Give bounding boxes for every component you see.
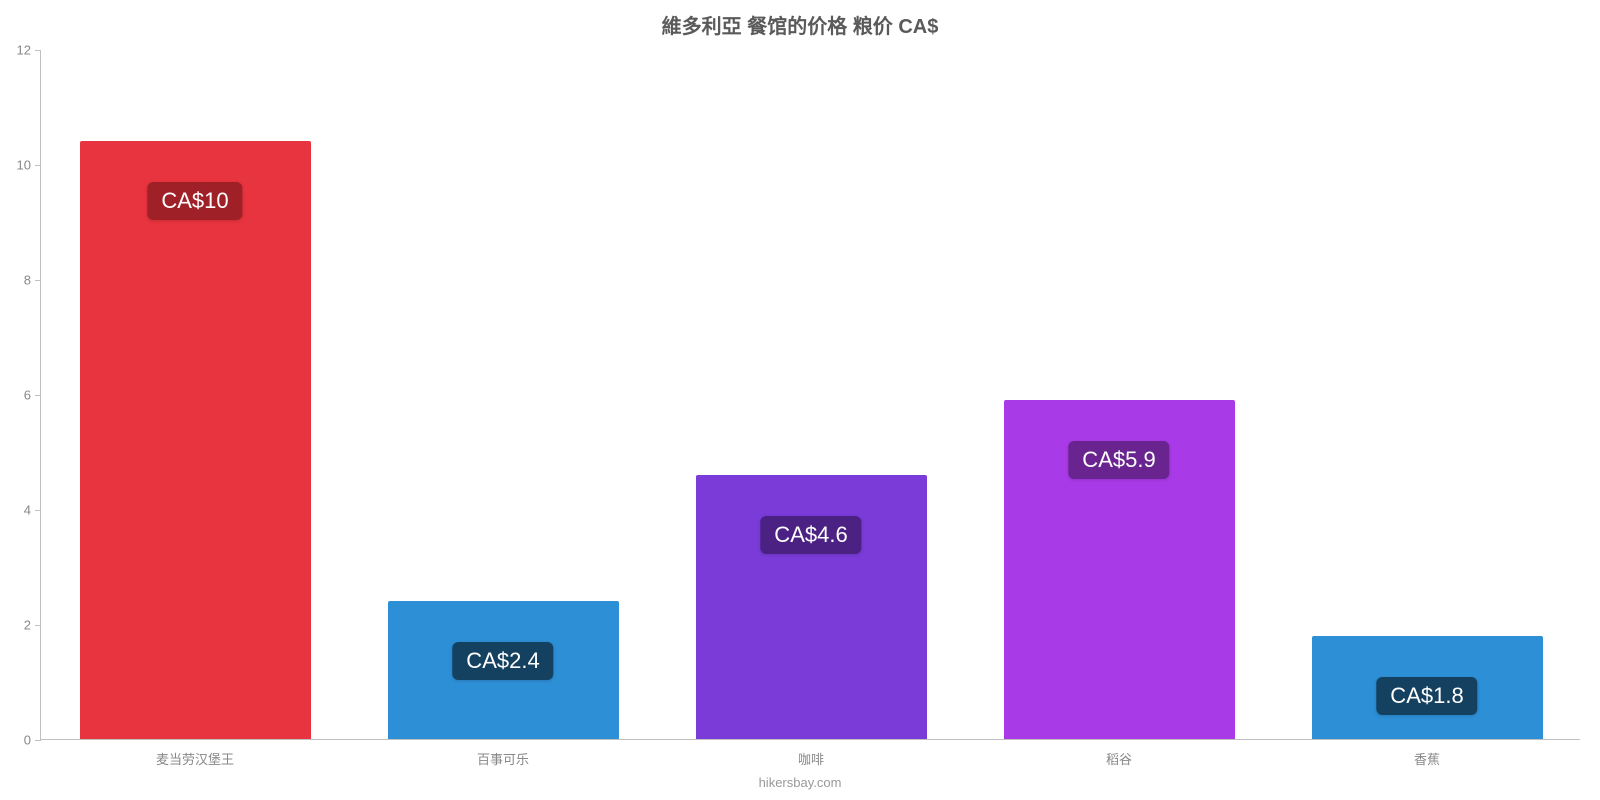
y-tick-label: 4 [24,503,31,518]
x-tick-label: 咖啡 [798,749,824,768]
y-tick-mark [35,395,41,396]
y-tick-label: 12 [17,43,31,58]
bar [80,141,311,739]
y-tick-label: 10 [17,158,31,173]
chart-title: 維多利亞 餐馆的价格 粮价 CA$ [0,10,1600,39]
y-tick-mark [35,740,41,741]
chart-footer: hikersbay.com [0,775,1600,790]
y-tick-mark [35,165,41,166]
price-bar-chart: 維多利亞 餐馆的价格 粮价 CA$ 024681012CA$10麦当劳汉堡王CA… [0,0,1600,800]
plot-area: 024681012CA$10麦当劳汉堡王CA$2.4百事可乐CA$4.6咖啡CA… [40,50,1580,740]
bar-value-label: CA$10 [147,182,242,220]
bar-value-label: CA$1.8 [1376,677,1477,715]
x-tick-label: 百事可乐 [477,749,529,768]
bar-value-label: CA$4.6 [760,516,861,554]
y-tick-label: 8 [24,273,31,288]
y-tick-label: 6 [24,388,31,403]
y-tick-mark [35,50,41,51]
bar [696,475,927,740]
y-tick-mark [35,510,41,511]
x-tick-label: 稻谷 [1106,749,1132,768]
bar-value-label: CA$2.4 [452,642,553,680]
x-tick-label: 麦当劳汉堡王 [156,749,234,768]
y-tick-mark [35,280,41,281]
x-tick-label: 香蕉 [1414,749,1440,768]
y-tick-mark [35,625,41,626]
bar-value-label: CA$5.9 [1068,441,1169,479]
y-tick-label: 0 [24,733,31,748]
y-tick-label: 2 [24,618,31,633]
